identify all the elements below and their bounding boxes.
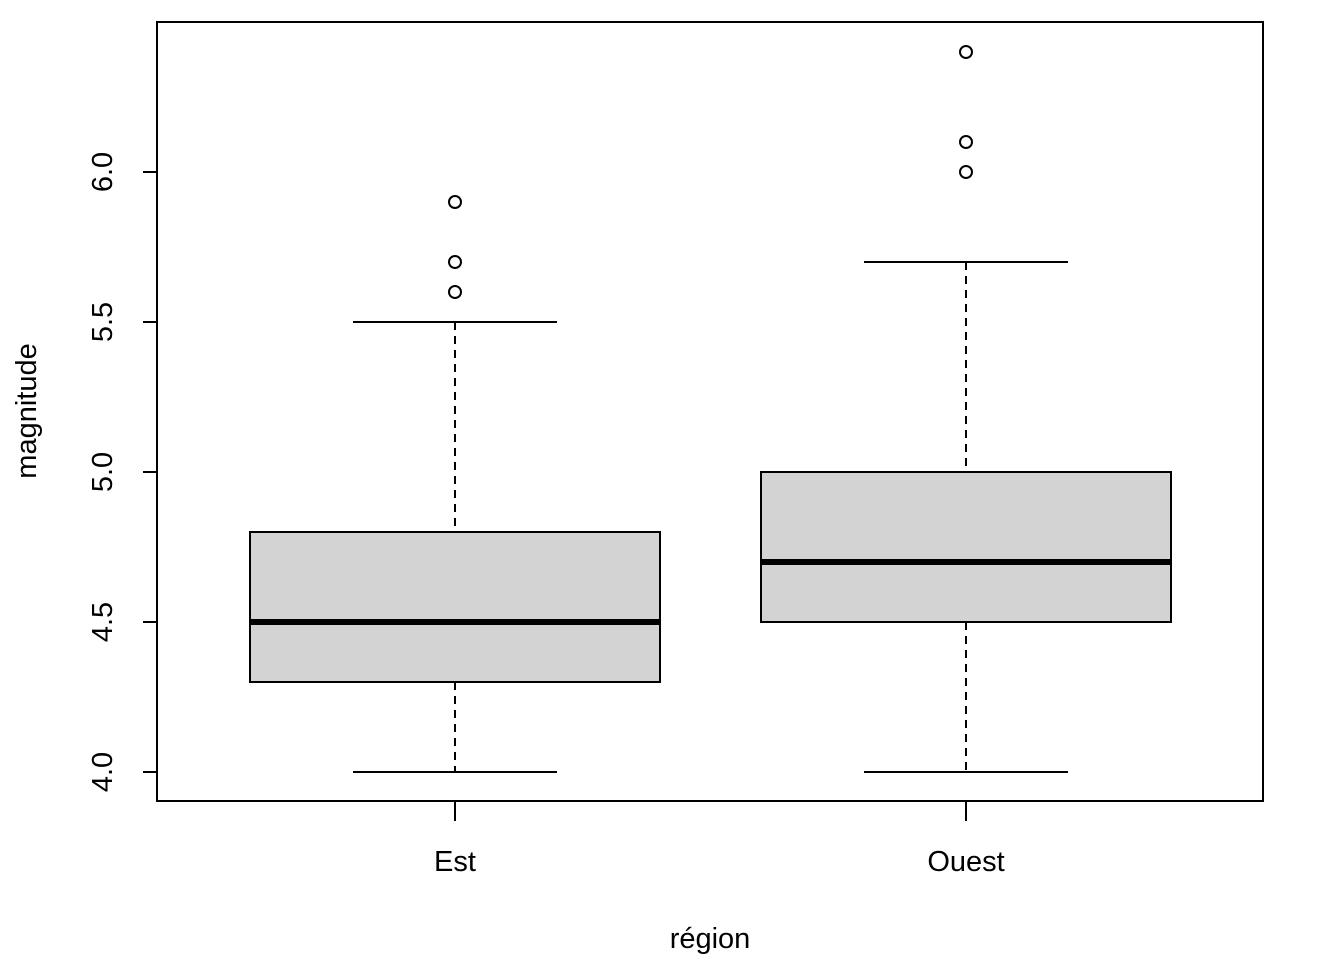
outlier-point — [959, 45, 973, 59]
box-group — [760, 45, 1172, 773]
outlier-point — [448, 285, 462, 299]
iqr-box — [249, 531, 661, 683]
boxes — [249, 45, 1172, 773]
iqr-box — [760, 471, 1172, 623]
y-tick-label: 4.0 — [87, 752, 119, 792]
x-tick-label: Ouest — [927, 846, 1004, 878]
outlier-point — [448, 255, 462, 269]
outlier-point — [448, 195, 462, 209]
y-axis-label: magnitude — [11, 343, 43, 478]
plot-frame — [156, 21, 1264, 802]
x-tick-label: Est — [434, 846, 476, 878]
y-tick-label: 5.5 — [87, 302, 119, 342]
outlier-point — [959, 165, 973, 179]
box-group — [249, 195, 661, 773]
y-tick-label: 5.0 — [87, 452, 119, 492]
y-tick-label: 4.5 — [87, 602, 119, 642]
x-axis-label: région — [670, 923, 751, 955]
y-tick-label: 6.0 — [87, 152, 119, 192]
x-axis: Est Ouest — [434, 801, 1005, 878]
y-axis: 4.0 4.5 5.0 5.5 6.0 — [87, 152, 158, 792]
outlier-point — [959, 135, 973, 149]
